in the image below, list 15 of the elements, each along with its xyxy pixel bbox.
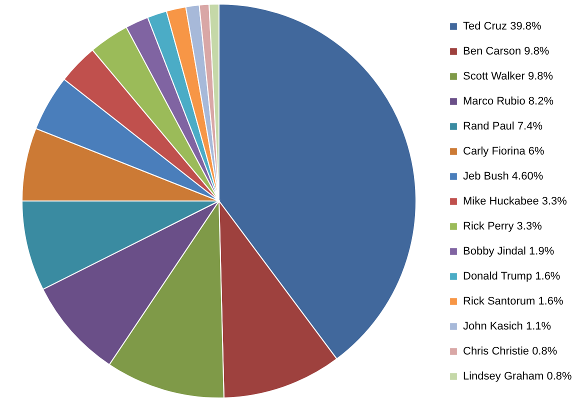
legend-label: Lindsey Graham 0.8% [463,370,572,382]
legend-label: Chris Christie 0.8% [463,346,558,358]
legend-label: John Kasich 1.1% [463,320,552,332]
legend-label: Rick Santorum 1.6% [463,296,564,308]
legend-label: Rick Perry 3.3% [463,220,542,232]
legend-label: Carly Fiorina 6% [463,146,545,158]
legend-label: Mike Huckabee 3.3% [463,196,568,208]
legend-label: Scott Walker 9.8% [463,70,554,82]
legend-label: Bobby Jindal 1.9% [463,246,554,258]
legend-label: Marco Rubio 8.2% [463,96,554,108]
legend-label: Donald Trump 1.6% [463,270,560,282]
legend-label: Rand Paul 7.4% [463,120,543,132]
legend-label: Jeb Bush 4.60% [463,170,544,182]
legend-label: Ben Carson 9.8% [463,46,550,58]
legend-label: Ted Cruz 39.8% [463,20,542,32]
